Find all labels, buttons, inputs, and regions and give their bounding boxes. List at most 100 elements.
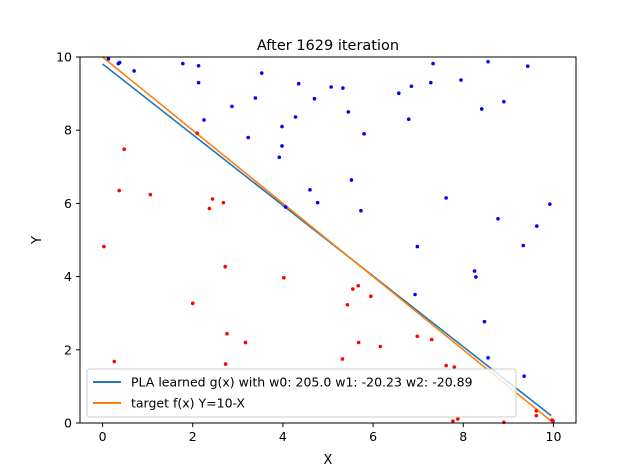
legend-box: [86, 368, 517, 418]
red-point-17: [351, 287, 355, 291]
blue-point-21: [329, 85, 333, 89]
red-point-6: [195, 131, 200, 135]
blue-point-2: [117, 60, 122, 65]
red-point-28: [502, 420, 506, 425]
blue-point-26: [362, 132, 366, 136]
red-point-19: [356, 340, 361, 345]
y-axis-ticks: 0 2 4 6 8 10: [56, 50, 80, 431]
y-tick-label-1: 2: [64, 342, 72, 357]
blue-point-8: [230, 104, 234, 109]
blue-point-44: [521, 243, 526, 248]
blue-point-29: [409, 84, 414, 89]
blue-point-16: [293, 115, 298, 119]
blue-point-27: [396, 91, 401, 96]
blue-point-4: [181, 61, 185, 66]
blue-point-15: [283, 205, 288, 209]
blue-point-36: [472, 269, 477, 273]
red-point-14: [282, 275, 286, 280]
blue-point-7: [202, 118, 206, 122]
blue-point-11: [259, 71, 264, 75]
blue-point-37: [474, 275, 478, 279]
blue-point-45: [522, 374, 526, 378]
red-point-15: [340, 357, 345, 361]
red-point-18: [356, 283, 361, 288]
y-tick-label-2: 4: [64, 269, 72, 284]
blue-point-35: [459, 78, 463, 82]
red-point-3: [122, 147, 126, 152]
red-point-16: [345, 302, 350, 307]
red-point-1: [112, 359, 117, 364]
blue-point-42: [496, 216, 500, 221]
x-tick-label-4: 8: [459, 429, 467, 444]
blue-point-40: [486, 356, 490, 360]
red-point-8: [210, 197, 215, 201]
series-lines: [102, 56, 554, 424]
x-tick-label-5: 10: [546, 429, 562, 444]
blue-point-47: [534, 224, 539, 228]
blue-point-9: [246, 135, 250, 140]
x-tick-label-0: 0: [99, 429, 107, 444]
blue-point-32: [429, 80, 433, 85]
blue-point-18: [308, 188, 312, 192]
blue-point-6: [196, 80, 201, 85]
red-point-0: [102, 244, 106, 249]
blue-point-14: [280, 124, 284, 129]
red-point-26: [452, 365, 457, 369]
red-point-7: [207, 206, 212, 211]
chart-title: After 1629 iteration: [257, 38, 399, 54]
x-tick-label-2: 4: [279, 429, 287, 444]
blue-point-46: [525, 64, 530, 68]
red-point-29: [534, 413, 539, 418]
legend-label-pla: PLA learned g(x) with w0: 205.0 w1: -20.…: [131, 375, 473, 390]
blue-point-19: [312, 96, 317, 101]
red-point-13: [243, 340, 248, 345]
red-point-22: [415, 334, 420, 339]
series-line-1: [102, 56, 554, 424]
red-point-20: [369, 294, 373, 299]
legend-label-target: target f(x) Y=10-X: [131, 396, 245, 411]
red-point-5: [190, 301, 195, 306]
blue-point-41: [486, 59, 490, 64]
blue-point-3: [132, 69, 136, 73]
blue-point-33: [431, 61, 435, 66]
x-tick-label-1: 2: [189, 429, 197, 444]
red-point-11: [223, 362, 228, 366]
y-tick-label-3: 6: [64, 196, 72, 211]
x-axis-label: X: [324, 453, 333, 468]
legend: PLA learned g(x) with w0: 205.0 w1: -20.…: [86, 368, 517, 418]
blue-point-12: [277, 155, 282, 160]
blue-point-39: [482, 319, 487, 324]
blue-point-25: [359, 208, 363, 213]
red-point-27: [456, 417, 460, 421]
y-axis-label: Y: [30, 236, 45, 245]
red-point-25: [451, 419, 455, 423]
blue-point-38: [479, 107, 484, 111]
blue-point-43: [502, 99, 506, 104]
blue-point-23: [346, 110, 351, 114]
scatter-points: [102, 57, 555, 425]
blue-point-28: [406, 117, 411, 122]
blue-point-30: [413, 292, 417, 297]
blue-point-20: [315, 200, 320, 205]
y-tick-label-4: 8: [64, 123, 72, 138]
red-point-2: [117, 188, 122, 193]
red-point-23: [429, 337, 434, 342]
blue-point-5: [196, 63, 201, 68]
red-point-32: [551, 419, 555, 423]
blue-point-31: [415, 244, 420, 249]
x-tick-label-3: 6: [369, 429, 377, 444]
red-point-10: [223, 264, 227, 269]
blue-point-22: [341, 86, 345, 90]
red-point-9: [221, 200, 226, 205]
blue-point-17: [296, 81, 301, 86]
x-axis-ticks: 0 2 4 6 8 10: [99, 423, 562, 444]
red-point-12: [225, 331, 229, 336]
blue-point-10: [253, 96, 258, 100]
blue-point-24: [349, 178, 354, 182]
blue-point-48: [548, 202, 552, 206]
blue-point-0: [106, 57, 111, 61]
axes-frame: [79, 56, 577, 424]
blue-point-34: [444, 196, 448, 200]
red-point-30: [534, 409, 539, 413]
